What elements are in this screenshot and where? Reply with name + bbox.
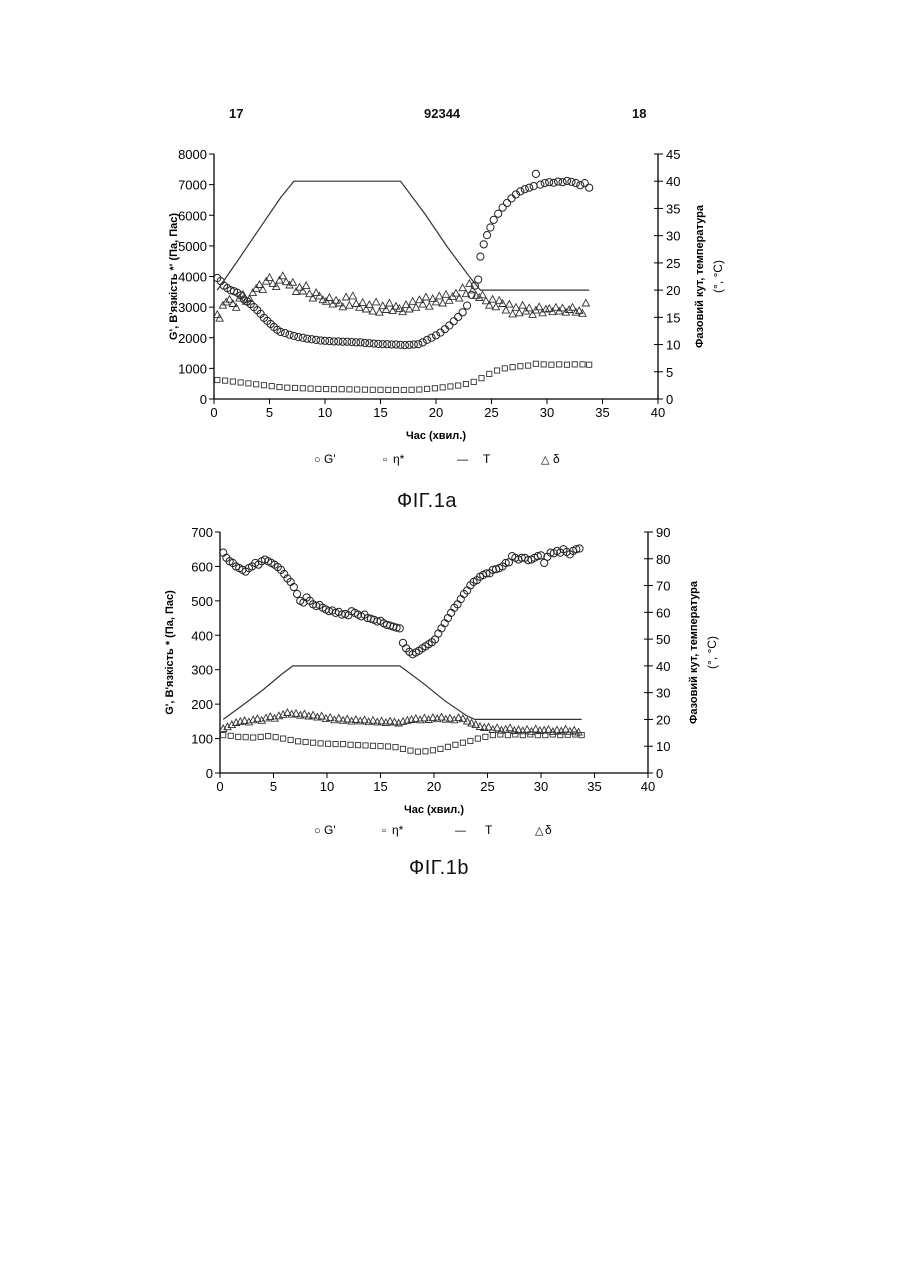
legend-label: T xyxy=(485,823,493,837)
left-y-tick-label: 300 xyxy=(191,663,213,678)
left-y-tick-label: 500 xyxy=(191,594,213,609)
eta-point xyxy=(348,742,353,747)
eta-point xyxy=(415,749,420,754)
x-tick-label: 20 xyxy=(427,779,441,794)
eta-point xyxy=(408,748,413,753)
figure-1b-caption: ФІГ.1b xyxy=(409,857,469,880)
eta-point xyxy=(438,746,443,751)
x-tick-label: 15 xyxy=(373,779,387,794)
eta-point xyxy=(490,733,495,738)
g-prime-point xyxy=(293,590,300,597)
eta-point xyxy=(363,743,368,748)
right-y-tick-label: 80 xyxy=(656,552,670,567)
right-y-tick-label: 20 xyxy=(656,712,670,727)
eta-point xyxy=(281,736,286,741)
eta-point xyxy=(385,744,390,749)
left-y-tick-label: 100 xyxy=(191,732,213,747)
eta-point xyxy=(520,733,525,738)
right-y-tick-label: 30 xyxy=(656,686,670,701)
right-y-tick-label: 60 xyxy=(656,605,670,620)
left-y-tick-label: 400 xyxy=(191,628,213,643)
x-tick-label: 10 xyxy=(320,779,334,794)
eta-point xyxy=(505,733,510,738)
legend-marker: ▫ xyxy=(382,825,386,837)
right-y-tick-label: 40 xyxy=(656,659,670,674)
eta-point xyxy=(273,735,278,740)
g-prime-point xyxy=(290,583,297,590)
left-y-tick-label: 200 xyxy=(191,697,213,712)
right-y-tick-label: 10 xyxy=(656,739,670,754)
right-y-tick-label: 50 xyxy=(656,632,670,647)
eta-point xyxy=(445,744,450,749)
eta-point xyxy=(310,740,315,745)
eta-point xyxy=(266,734,271,739)
x-tick-label: 5 xyxy=(270,779,277,794)
g-prime-point xyxy=(457,596,464,603)
legend-label: η* xyxy=(392,823,404,837)
eta-point xyxy=(378,744,383,749)
g-prime-point xyxy=(438,625,445,632)
g-prime-point xyxy=(441,620,448,627)
legend-marker: △ xyxy=(535,825,544,837)
left-y-tick-label: 600 xyxy=(191,559,213,574)
right-y-axis-unit-label: (°, °C) xyxy=(705,636,719,669)
eta-point xyxy=(430,748,435,753)
eta-point xyxy=(236,734,241,739)
eta-point xyxy=(393,745,398,750)
x-tick-label: 40 xyxy=(641,779,655,794)
eta-point xyxy=(340,741,345,746)
x-tick-label: 30 xyxy=(534,779,548,794)
x-axis-label: Час (хвил.) xyxy=(404,804,464,816)
g-prime-point xyxy=(444,614,451,621)
left-y-tick-label: 700 xyxy=(191,525,213,540)
eta-point xyxy=(318,741,323,746)
eta-point xyxy=(565,732,570,737)
figure-1b-chart: 0510152025303540010020030040050060070001… xyxy=(0,0,901,880)
eta-point xyxy=(303,739,308,744)
left-y-axis-label: G', В'язкість * (Па, Пас) xyxy=(164,590,176,715)
eta-point xyxy=(468,738,473,743)
legend-label: δ xyxy=(545,823,552,837)
eta-point xyxy=(243,735,248,740)
right-y-tick-label: 0 xyxy=(656,766,663,781)
eta-point xyxy=(483,734,488,739)
right-y-axis-label: Фазовий кут, температура xyxy=(688,580,700,724)
eta-point xyxy=(460,740,465,745)
g-prime-point xyxy=(399,639,406,646)
legend-label: G' xyxy=(324,823,336,837)
legend-marker: — xyxy=(455,825,466,837)
eta-point xyxy=(475,736,480,741)
delta-point xyxy=(412,715,419,722)
right-y-tick-label: 70 xyxy=(656,579,670,594)
eta-point xyxy=(288,737,293,742)
g-prime-point xyxy=(220,549,227,556)
x-tick-label: 0 xyxy=(216,779,223,794)
x-tick-label: 35 xyxy=(587,779,601,794)
eta-point xyxy=(325,741,330,746)
eta-point xyxy=(370,743,375,748)
eta-point xyxy=(355,743,360,748)
left-y-tick-label: 0 xyxy=(206,766,213,781)
g-prime-point xyxy=(435,630,442,637)
eta-point xyxy=(258,734,263,739)
eta-point xyxy=(251,735,256,740)
right-y-tick-label: 90 xyxy=(656,525,670,540)
eta-point xyxy=(221,733,226,738)
g-prime-point xyxy=(448,609,455,616)
legend-marker: ○ xyxy=(314,825,321,837)
eta-point xyxy=(296,739,301,744)
temperature-line xyxy=(223,666,582,720)
eta-point xyxy=(423,749,428,754)
eta-point xyxy=(400,746,405,751)
x-tick-label: 25 xyxy=(480,779,494,794)
eta-point xyxy=(228,733,233,738)
eta-point xyxy=(453,742,458,747)
eta-point xyxy=(333,741,338,746)
